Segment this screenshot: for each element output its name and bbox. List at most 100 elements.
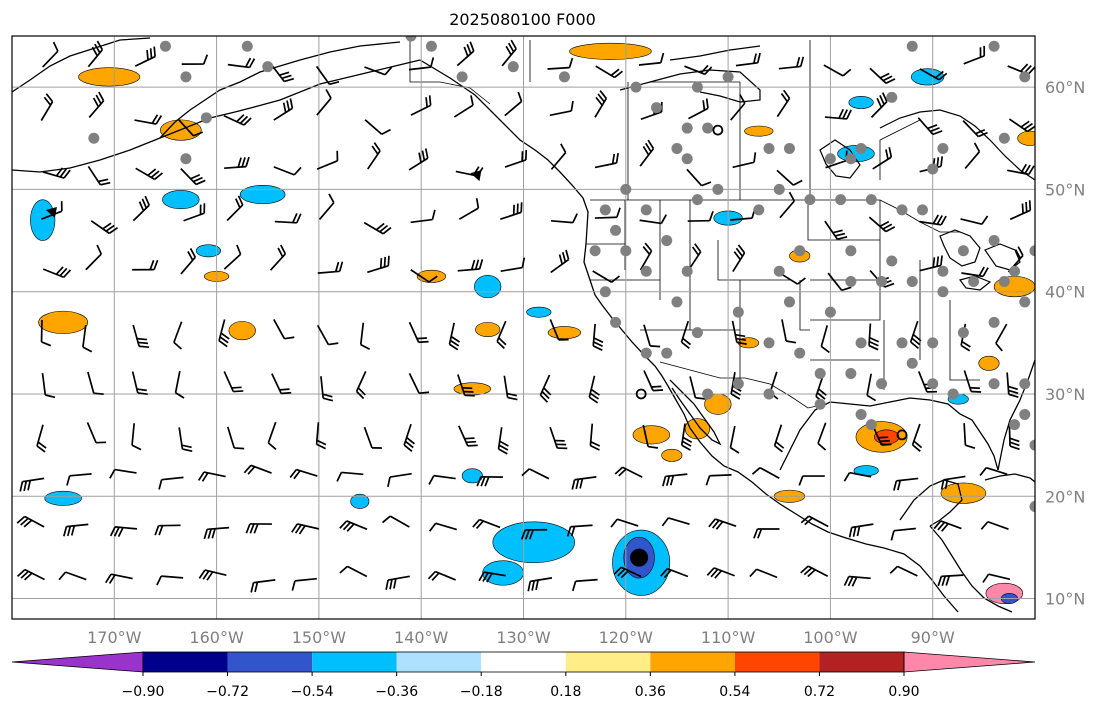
station-marker: [794, 245, 806, 257]
wind-barb: [571, 578, 598, 592]
station-marker: [783, 296, 795, 308]
open-circle-marker: [712, 124, 724, 136]
wind-barb: [820, 325, 830, 354]
station-marker: [886, 91, 898, 103]
wind-barb: [387, 472, 412, 488]
wind-barb: [639, 139, 655, 167]
wind-barb: [156, 575, 184, 586]
station-marker: [702, 122, 714, 134]
triangle-marker: [45, 206, 57, 218]
station-marker: [968, 275, 980, 287]
wind-barb: [911, 423, 923, 452]
lat-tick-label: 30°N: [1045, 385, 1085, 404]
wind-barb: [223, 114, 252, 126]
wind-barb: [688, 98, 709, 120]
wind-barb: [87, 40, 104, 68]
station-marker: [1019, 71, 1031, 83]
wind-barb: [660, 567, 689, 579]
wind-barb: [960, 215, 989, 226]
colorbar-segment: [650, 652, 735, 672]
station-marker: [876, 275, 888, 287]
station-marker: [589, 245, 601, 257]
wind-barb: [355, 371, 367, 400]
wind-barb: [963, 370, 982, 393]
wind-barb: [41, 201, 63, 221]
wind-barb: [613, 566, 642, 579]
anomaly-contours: [30, 42, 1035, 604]
wind-barb: [776, 169, 803, 186]
wind-barb: [174, 370, 185, 399]
wind-barb: [753, 528, 780, 539]
wind-barb: [273, 319, 295, 340]
wind-barb: [504, 91, 523, 117]
wind-barb: [870, 92, 888, 118]
wind-barb: [109, 468, 137, 479]
station-marker: [988, 378, 1000, 390]
cuba-coastline: [984, 473, 1035, 483]
wind-barb: [410, 209, 436, 224]
wind-barb: [1008, 424, 1020, 451]
wind-barb: [88, 91, 105, 119]
wind-barb: [982, 573, 1011, 583]
wind-barb: [16, 568, 45, 581]
station-marker: [691, 194, 703, 206]
wind-barb: [504, 149, 528, 168]
wind-barb: [366, 142, 381, 170]
station-marker: [200, 112, 212, 124]
wind-barb: [364, 66, 393, 76]
lat-tick-label: 10°N: [1045, 590, 1085, 609]
map-area: [12, 36, 1035, 619]
wind-barb: [817, 422, 827, 451]
wind-barb: [154, 524, 181, 536]
wind-barb: [547, 57, 574, 70]
wind-barb: [592, 270, 620, 283]
wind-barb: [800, 565, 829, 578]
station-marker: [1019, 408, 1031, 420]
station-marker: [998, 275, 1010, 287]
wind-barb: [588, 375, 600, 404]
colorbar-tick-label: −0.18: [460, 684, 503, 700]
colorbar-tick-label: −0.54: [291, 684, 334, 700]
wind-barb: [336, 471, 364, 482]
anomaly-contour: [475, 322, 501, 338]
lat-tick-label: 60°N: [1045, 78, 1085, 97]
wind-barb: [403, 423, 415, 452]
station-marker: [1019, 378, 1031, 390]
station-marker: [159, 40, 171, 52]
wind-barb: [427, 570, 456, 581]
wind-barb: [594, 207, 621, 219]
station-markers: [88, 36, 1035, 512]
wind-barb: [500, 202, 523, 221]
wind-barb: [223, 244, 242, 270]
wind-barb: [686, 168, 712, 187]
station-marker: [773, 183, 785, 195]
station-marker: [88, 132, 100, 144]
station-marker: [927, 337, 939, 349]
wind-barb: [687, 210, 714, 222]
wind-barb: [410, 95, 432, 116]
wind-barb: [549, 319, 569, 341]
wind-barb: [1009, 200, 1032, 221]
wind-barb: [705, 474, 732, 486]
colorbar-segment: [565, 652, 651, 672]
anomaly-contour: [195, 244, 221, 258]
anomaly-contour: [569, 42, 652, 60]
station-marker: [753, 204, 765, 216]
anomaly-contour: [940, 482, 987, 504]
wind-barb: [41, 373, 56, 399]
wind-barb: [42, 167, 71, 179]
station-marker: [783, 143, 795, 155]
lat-tick-label: 40°N: [1045, 283, 1085, 302]
station-marker: [405, 36, 417, 42]
wind-barb: [843, 471, 872, 482]
lon-tick-label: 110°W: [701, 628, 756, 647]
anomaly-contour: [661, 448, 683, 462]
lon-tick-label: 160°W: [189, 628, 244, 647]
station-marker: [998, 132, 1010, 144]
anomaly-contour: [474, 275, 502, 299]
anomaly-contour: [453, 382, 492, 396]
station-marker: [620, 245, 632, 257]
station-marker: [456, 71, 468, 83]
wind-barb: [639, 214, 667, 225]
station-marker: [835, 194, 847, 206]
